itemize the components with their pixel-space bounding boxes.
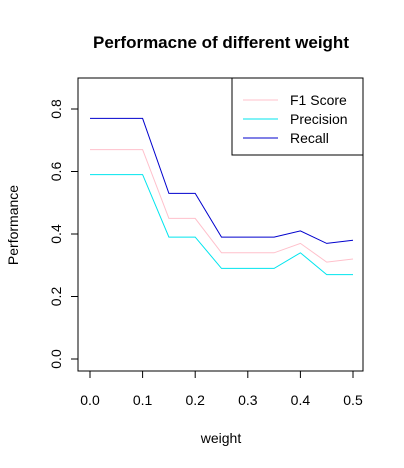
y-axis-label: Performance <box>5 185 21 265</box>
series-line-recall <box>90 117 354 244</box>
y-tick-label: 0.2 <box>48 287 64 307</box>
legend-label: Precision <box>290 111 348 127</box>
x-tick-label: 0.5 <box>343 392 363 408</box>
legend-box <box>231 77 364 156</box>
series-lines <box>90 117 354 276</box>
x-axis-label: weight <box>200 430 242 446</box>
y-tick-label: 0.4 <box>48 224 64 244</box>
y-tick-label: 0.6 <box>48 162 64 182</box>
x-tick-label: 0.4 <box>291 392 311 408</box>
x-tick-label: 0.0 <box>80 392 100 408</box>
legend-label: F1 Score <box>290 92 347 108</box>
series-line-f1-score <box>90 149 354 263</box>
axes: 0.0 0.1 0.2 0.3 0.4 0.5 0.0 0.2 0.4 0.6 0.8 <box>48 99 363 408</box>
x-tick-label: 0.3 <box>238 392 258 408</box>
x-tick-label: 0.1 <box>133 392 153 408</box>
y-tick-label: 0.8 <box>48 99 64 119</box>
legend-label: Recall <box>290 130 329 146</box>
y-tick-label: 0.0 <box>48 349 64 369</box>
chart-title: Performacne of different weight <box>93 33 349 52</box>
series-line-precision <box>90 174 353 276</box>
legend: F1 Score Precision Recall <box>231 77 364 156</box>
x-tick-label: 0.2 <box>185 392 205 408</box>
